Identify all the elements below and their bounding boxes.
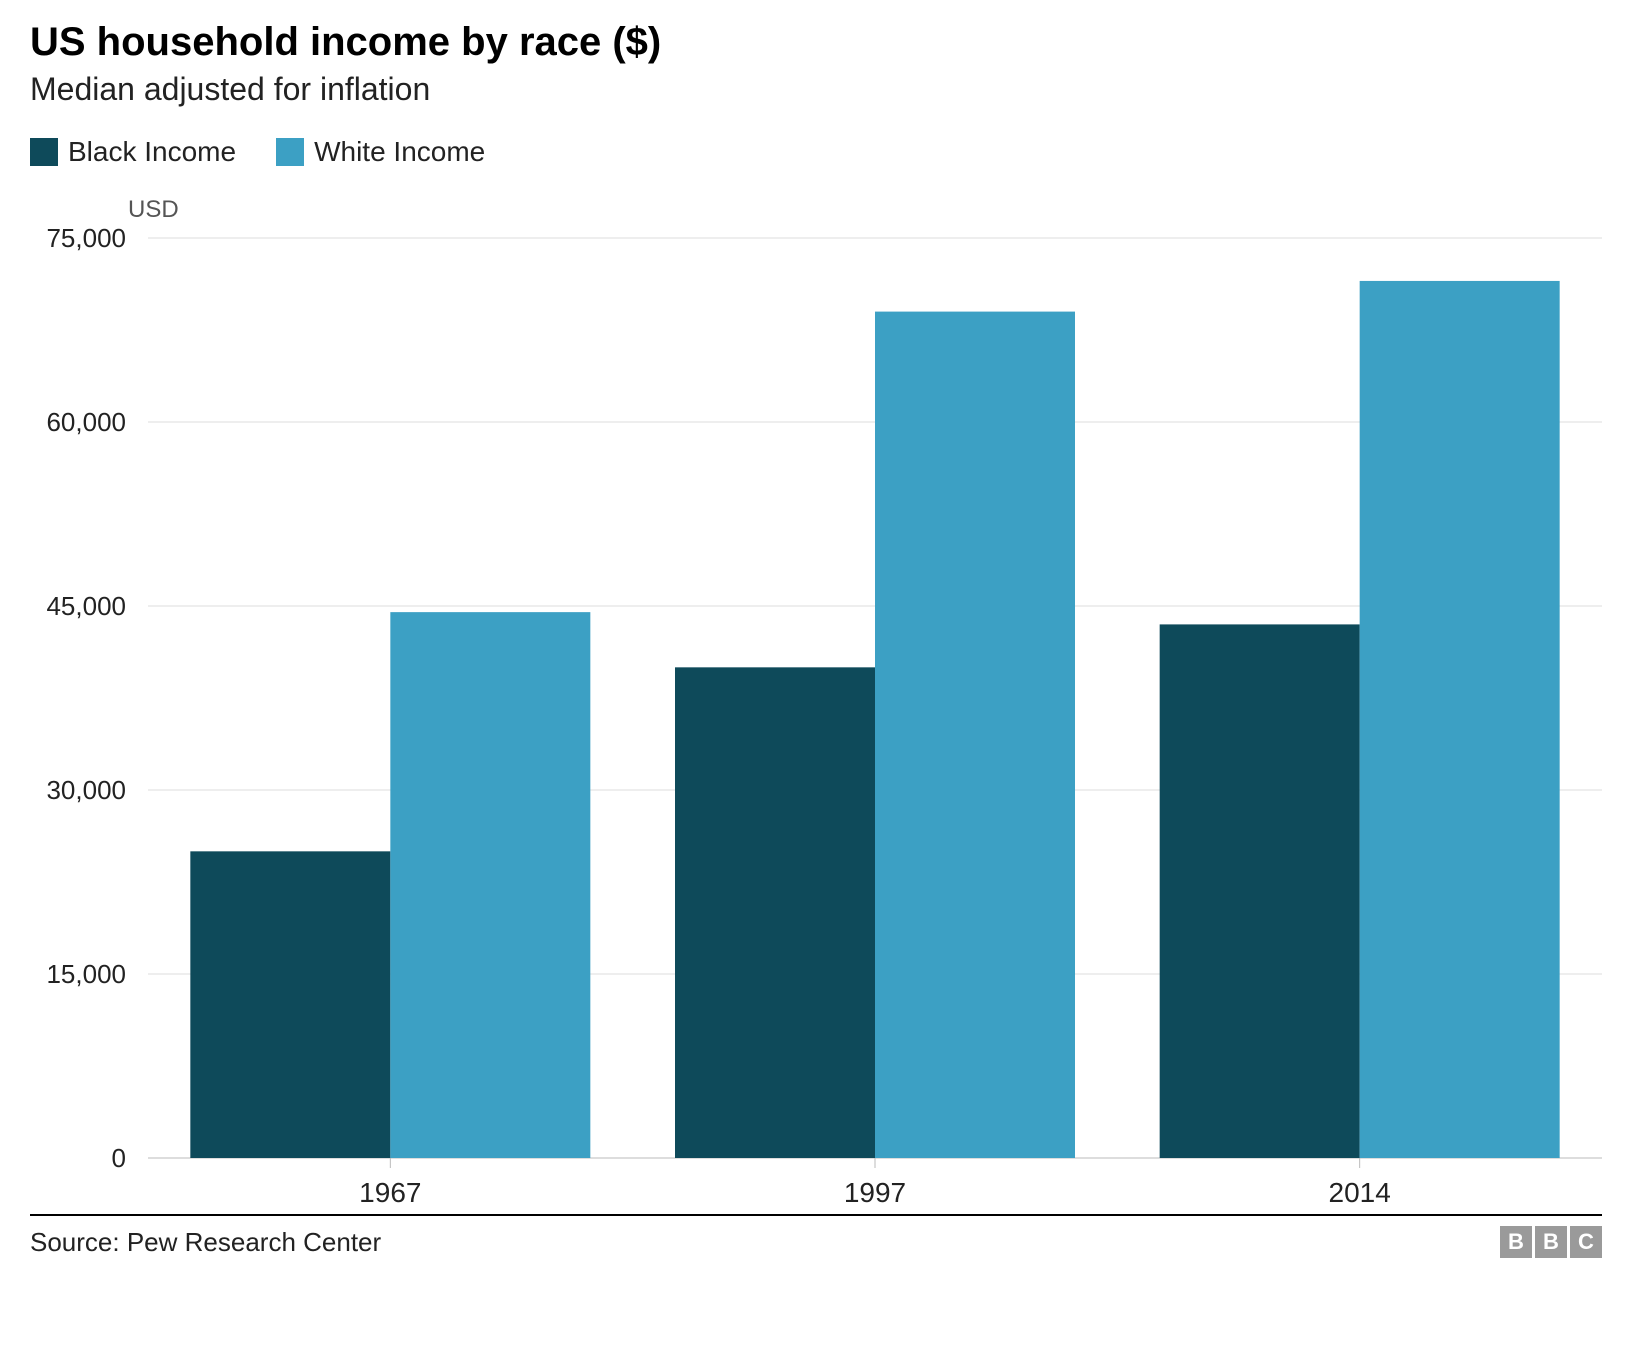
legend-label: White Income	[314, 136, 485, 168]
chart-title: US household income by race ($)	[30, 20, 1602, 65]
bar	[675, 667, 875, 1158]
bbc-logo: BBC	[1500, 1226, 1602, 1258]
y-tick-label: 0	[112, 1143, 126, 1173]
source-label: Source: Pew Research Center	[30, 1227, 381, 1258]
legend: Black Income White Income	[30, 136, 1602, 168]
legend-swatch	[276, 138, 304, 166]
y-tick-label: 75,000	[46, 223, 126, 253]
y-tick-label: 60,000	[46, 407, 126, 437]
y-tick-label: 45,000	[46, 591, 126, 621]
x-tick-label: 1967	[359, 1177, 421, 1208]
footer-rule	[30, 1214, 1602, 1216]
figure-container: US household income by race ($) Median a…	[0, 0, 1632, 1288]
chart-area: USD 0 15,000 30,000 45,000 60,000 75,000 1967 1…	[30, 178, 1602, 1208]
bar	[1360, 281, 1560, 1158]
bar	[1160, 624, 1360, 1158]
figure-footer: Source: Pew Research Center BBC	[30, 1226, 1602, 1258]
x-tick-label: 1997	[844, 1177, 906, 1208]
chart-subtitle: Median adjusted for inflation	[30, 71, 1602, 108]
legend-swatch	[30, 138, 58, 166]
bar	[190, 851, 390, 1158]
y-tick-label: 30,000	[46, 775, 126, 805]
legend-item: Black Income	[30, 136, 236, 168]
bar	[875, 312, 1075, 1158]
legend-label: Black Income	[68, 136, 236, 168]
bar-chart-svg: 0 15,000 30,000 45,000 60,000 75,000 1967 1997 2…	[30, 178, 1602, 1208]
y-axis-unit-label: USD	[128, 196, 179, 224]
y-tick-label: 15,000	[46, 959, 126, 989]
bbc-logo-letter: C	[1570, 1226, 1602, 1258]
x-tick-label: 2014	[1329, 1177, 1391, 1208]
legend-item: White Income	[276, 136, 485, 168]
bbc-logo-letter: B	[1535, 1226, 1567, 1258]
bbc-logo-letter: B	[1500, 1226, 1532, 1258]
bar	[390, 612, 590, 1158]
